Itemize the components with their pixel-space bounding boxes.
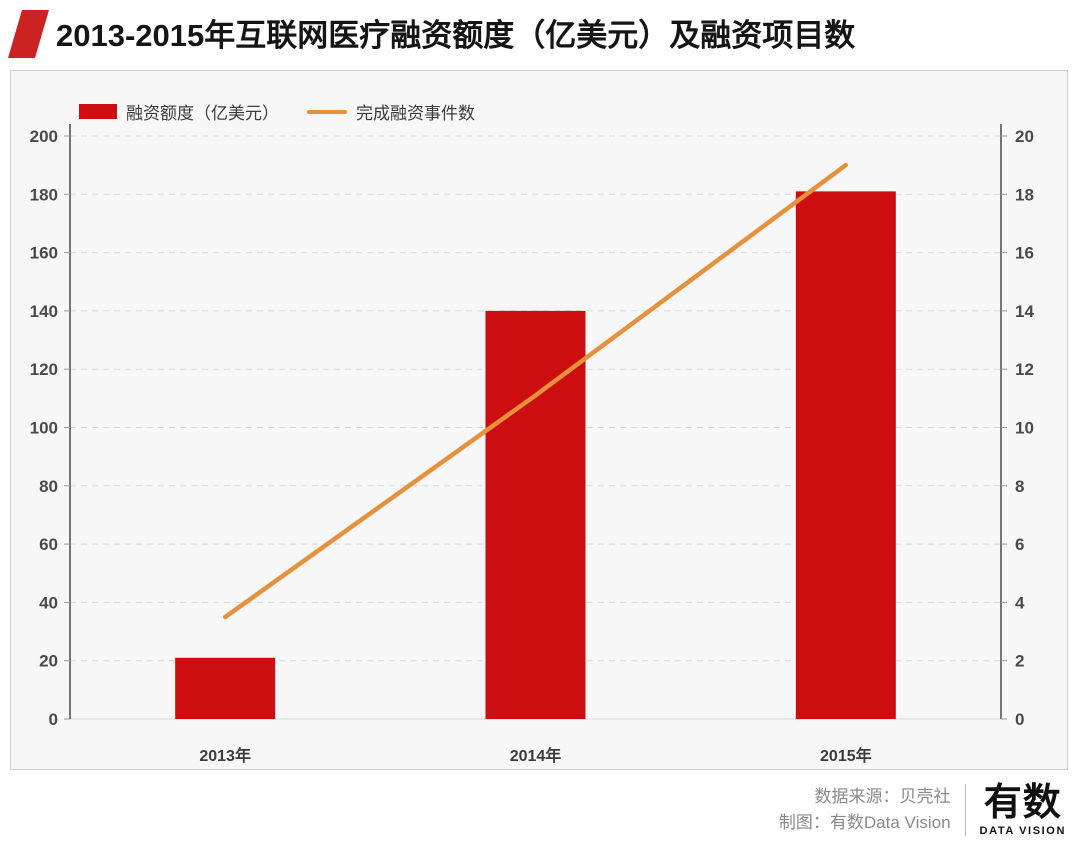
right-axis-tick-label: 6 xyxy=(1015,535,1024,554)
line-swatch-icon xyxy=(307,109,347,114)
left-axis-tick-label: 20 xyxy=(39,652,58,671)
right-axis-tick-label: 0 xyxy=(1015,710,1024,729)
right-axis-tick-label: 20 xyxy=(1015,127,1034,146)
left-axis-tick-label: 60 xyxy=(39,535,58,554)
chart-title-row: 2013-2015年互联网医疗融资额度（亿美元）及融资项目数 xyxy=(0,0,1080,68)
combo-chart: 0 20 40 60 80 100 120 140 160 180 200 0 2 4 6 8 10 12 14 16… xyxy=(30,124,1034,765)
category-label: 2013年 xyxy=(199,746,251,765)
footer-attribution: 数据来源：贝壳社 制图：有数Data Vision xyxy=(779,784,951,835)
right-axis-tick-label: 2 xyxy=(1015,652,1024,671)
legend-label-line: 完成融资事件数 xyxy=(356,104,475,123)
bar[interactable] xyxy=(485,310,586,719)
plot-area: 0 20 40 60 80 100 120 140 160 180 200 0 2 4 6 8 10 12 14 16… xyxy=(11,71,1069,771)
right-axis-tick-label: 18 xyxy=(1015,185,1034,204)
left-axis-tick-label: 40 xyxy=(39,593,58,612)
left-axis-tick-label: 180 xyxy=(30,185,58,204)
brand-logo-cn: 有数 xyxy=(983,779,1062,824)
legend-item-bar[interactable]: 融资额度（亿美元） xyxy=(79,99,279,124)
chart-footer: 数据来源：贝壳社 制图：有数Data Vision 有数 DATA VISION xyxy=(0,775,1080,844)
bar[interactable] xyxy=(795,191,896,719)
left-axis-tick-label: 0 xyxy=(49,710,58,729)
legend-label-bar: 融资额度（亿美元） xyxy=(126,104,279,123)
chart-panel: 融资额度（亿美元） 完成融资事件数 0 20 40 60 80 100 120 140 160 1… xyxy=(10,70,1068,770)
category-label: 2014年 xyxy=(510,746,562,765)
left-axis-tick-label: 80 xyxy=(39,477,58,496)
left-axis-tick-label: 160 xyxy=(30,244,58,263)
right-axis-tick-label: 10 xyxy=(1015,419,1034,438)
right-axis-tick-label: 14 xyxy=(1015,302,1034,321)
footer-credit: 制图：有数Data Vision xyxy=(778,812,951,832)
right-axis-tick-label: 16 xyxy=(1015,244,1034,263)
bar[interactable] xyxy=(175,657,276,719)
left-axis-tick-label: 140 xyxy=(30,302,58,321)
footer-divider xyxy=(964,783,966,836)
left-axis-tick-label: 120 xyxy=(30,360,58,379)
brand-logo-en: DATA VISION xyxy=(979,824,1066,837)
left-axis-tick-label: 100 xyxy=(30,419,58,438)
chart-legend: 融资额度（亿美元） 完成融资事件数 xyxy=(79,99,493,124)
right-axis-tick-label: 8 xyxy=(1015,477,1024,496)
legend-item-line[interactable]: 完成融资事件数 xyxy=(307,99,475,124)
page-title: 2013-2015年互联网医疗融资额度（亿美元）及融资项目数 xyxy=(56,17,856,53)
left-axis-tick-label: 200 xyxy=(30,127,58,146)
title-marker-icon xyxy=(8,10,49,58)
footer-source: 数据来源：贝壳社 xyxy=(814,787,951,806)
line-series[interactable] xyxy=(222,162,849,620)
right-axis-tick-label: 12 xyxy=(1015,360,1034,379)
category-label: 2015年 xyxy=(820,746,872,765)
brand-logo: 有数 DATA VISION xyxy=(980,783,1066,837)
bar-swatch-icon xyxy=(79,104,117,119)
right-axis-tick-label: 4 xyxy=(1015,593,1025,612)
